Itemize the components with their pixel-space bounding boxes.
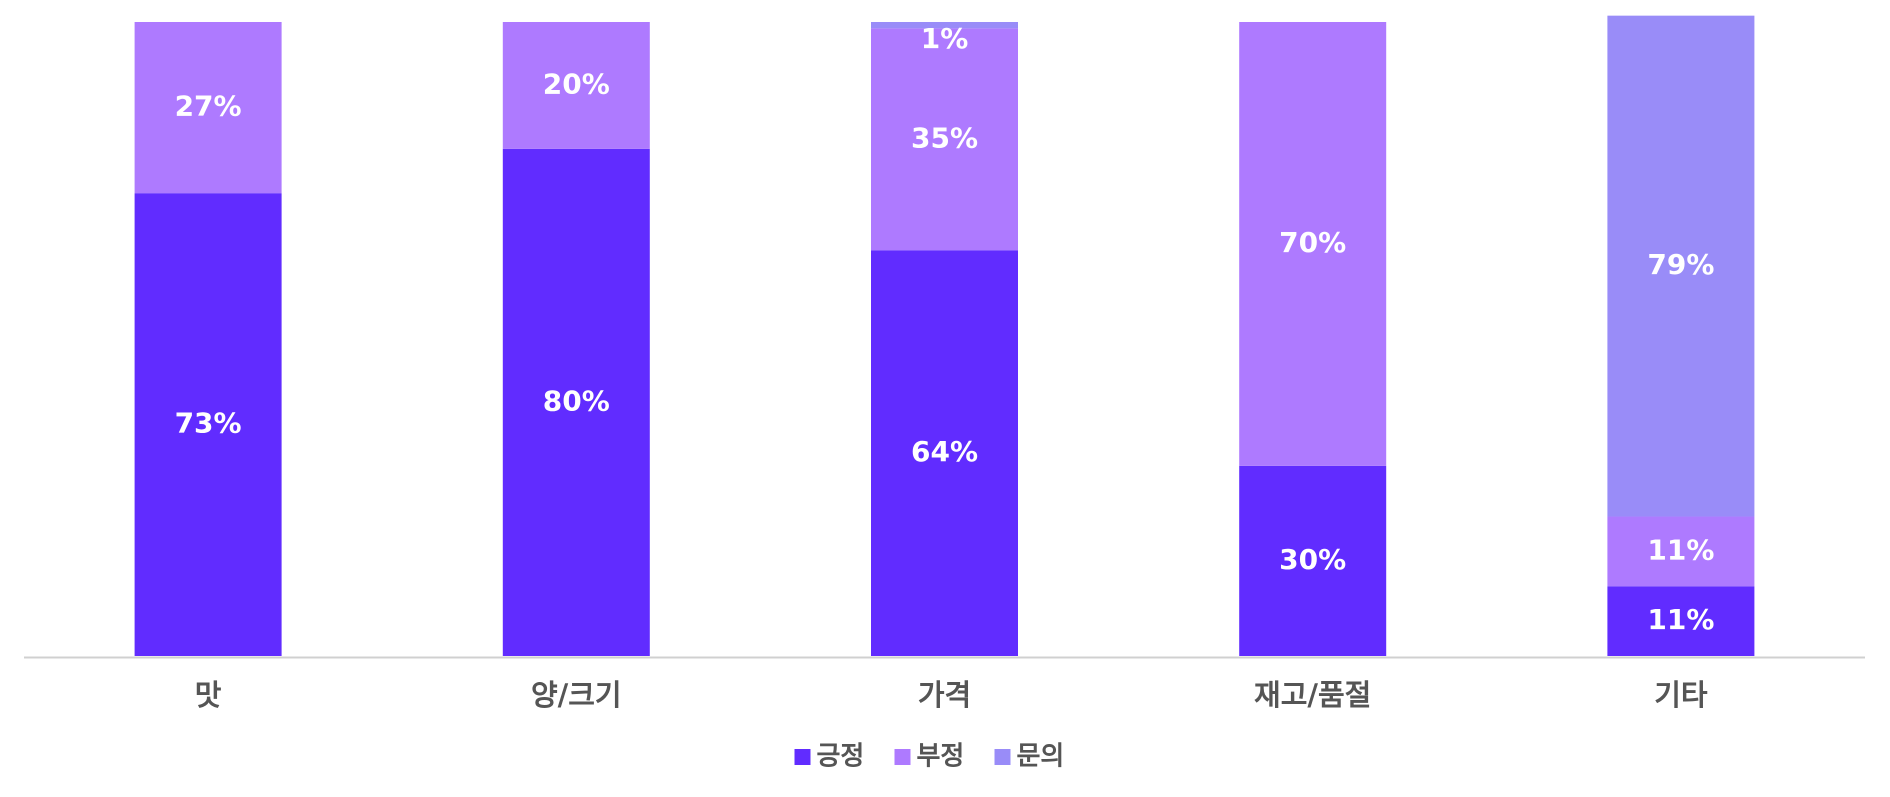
bar-segment — [871, 250, 1018, 657]
bar-segment — [502, 22, 650, 149]
bar-segment — [134, 193, 282, 656]
value-label: 11% — [1647, 603, 1714, 636]
bar-segment — [134, 22, 282, 194]
bar-segment — [1607, 516, 1755, 587]
value-label: 70% — [1279, 226, 1346, 259]
value-label: 11% — [1647, 533, 1714, 566]
bar-segment — [502, 148, 650, 657]
legend-label: 부정 — [917, 742, 965, 772]
legend-swatch — [994, 749, 1011, 765]
bar-segment — [1607, 586, 1755, 656]
x-tick-label: 맛 — [195, 678, 222, 712]
value-label: 64% — [911, 435, 978, 468]
value-label: 27% — [175, 90, 242, 123]
value-label: 79% — [1647, 248, 1714, 281]
legend-swatch — [794, 749, 811, 765]
x-tick-label: 재고/품절 — [1254, 678, 1371, 712]
value-label: 30% — [1279, 543, 1346, 576]
x-tick-label: 양/크기 — [531, 678, 622, 712]
value-label: 20% — [543, 67, 610, 100]
x-tick-label: 가격 — [918, 678, 971, 712]
value-label: 73% — [175, 407, 242, 440]
x-tick-label: 기타 — [1654, 678, 1708, 712]
bar-segment — [1239, 465, 1387, 656]
bar-segment — [1607, 15, 1755, 517]
legend-label: 긍정 — [817, 742, 865, 772]
bar-segment — [871, 22, 1018, 29]
legend-label: 문의 — [1017, 742, 1065, 772]
legend-swatch — [894, 749, 911, 765]
value-label: 35% — [911, 121, 978, 154]
bar-segment — [1239, 22, 1387, 466]
value-label: 1% — [921, 22, 969, 55]
bar-segment — [871, 28, 1018, 251]
value-label: 80% — [543, 384, 610, 417]
